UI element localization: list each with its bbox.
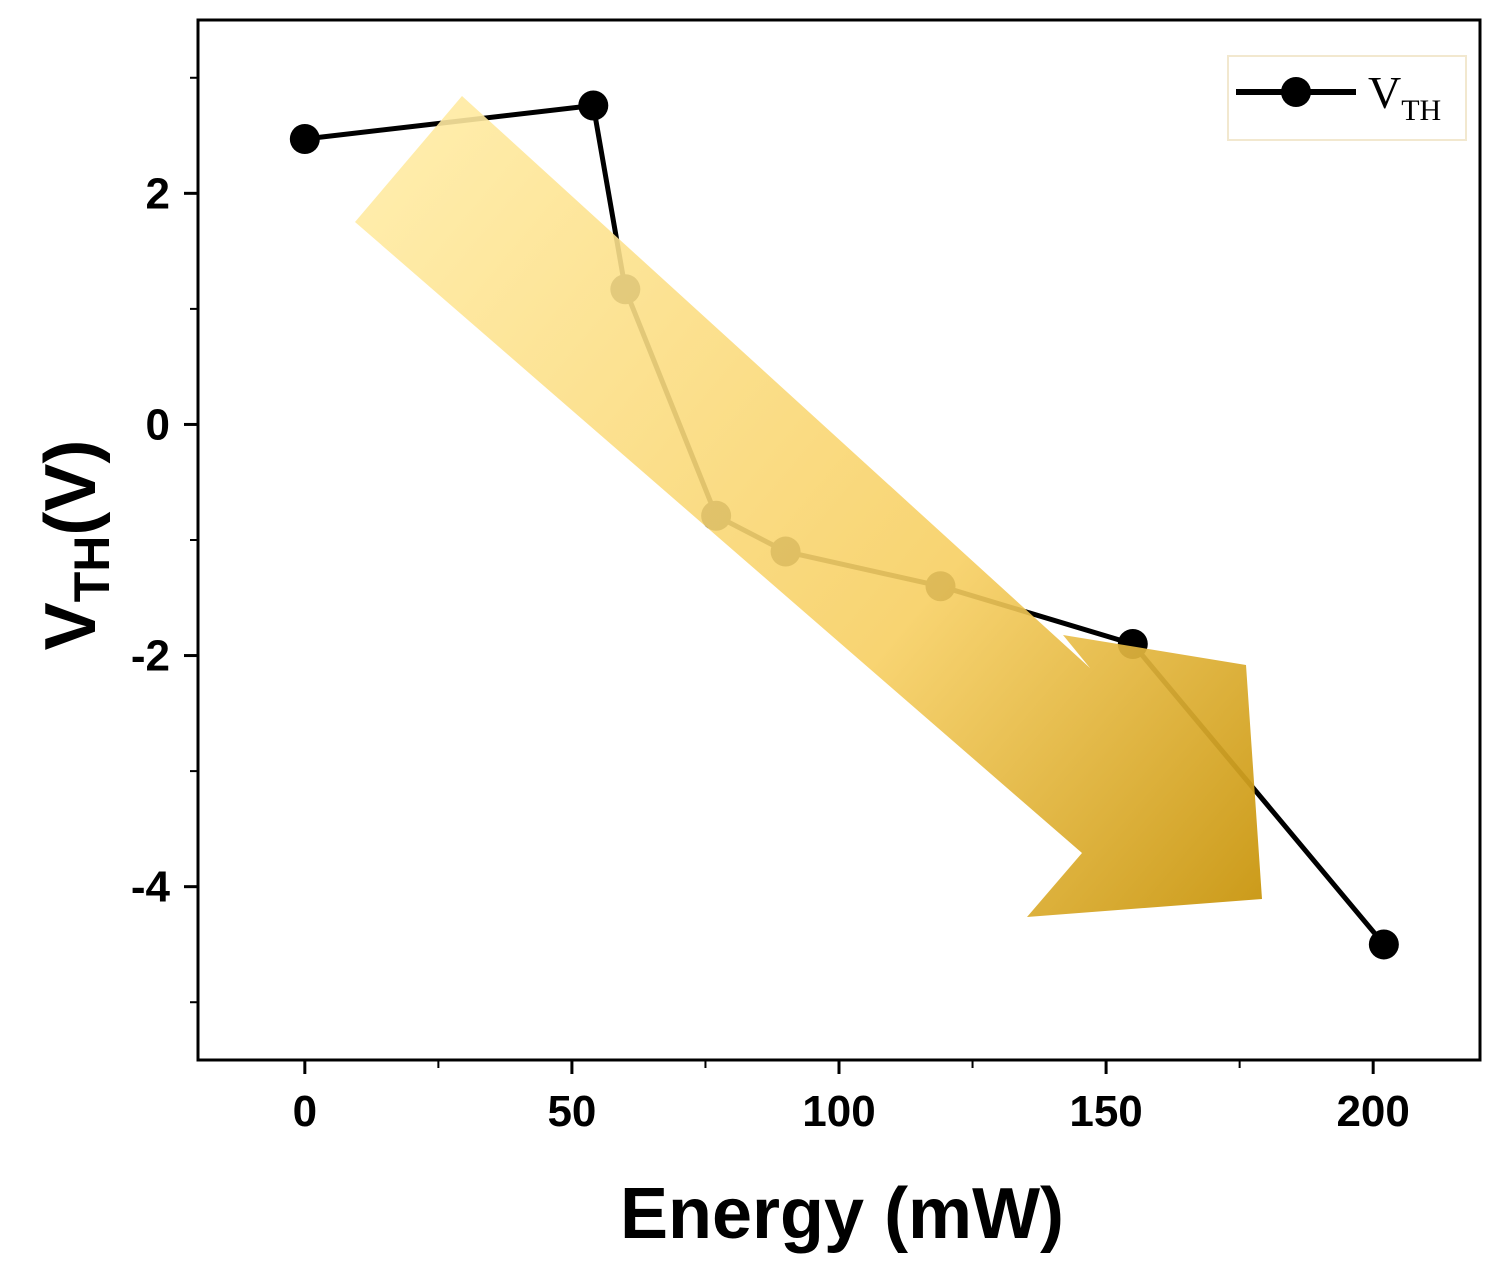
svg-text:VTH(V): VTH(V) bbox=[31, 440, 120, 651]
x-tick-label: 200 bbox=[1336, 1087, 1409, 1136]
x-tick-label: 100 bbox=[802, 1087, 875, 1136]
x-tick-label: 50 bbox=[547, 1087, 596, 1136]
y-axis-title-unit: (V) bbox=[31, 440, 111, 536]
data-point bbox=[578, 90, 609, 121]
y-axis-title: VTH(V) bbox=[31, 440, 120, 651]
legend-marker-icon bbox=[1281, 77, 1311, 107]
y-axis-title-sub: TH bbox=[64, 536, 120, 603]
data-point bbox=[289, 124, 320, 155]
x-tick-label: 150 bbox=[1069, 1087, 1142, 1136]
x-axis-title: Energy (mW) bbox=[620, 1174, 1064, 1254]
legend-box bbox=[1227, 55, 1467, 141]
y-tick-label: 2 bbox=[146, 169, 170, 218]
x-tick-label: 0 bbox=[293, 1087, 317, 1136]
legend: VTH bbox=[1227, 55, 1467, 141]
y-axis-title-main: V bbox=[31, 602, 111, 650]
y-axis: 2 0 -2 -4 bbox=[131, 76, 198, 1004]
legend-label-sub: TH bbox=[1401, 94, 1441, 127]
y-tick-label: -2 bbox=[131, 632, 170, 681]
data-point bbox=[1368, 929, 1399, 960]
svg-text:VTH: VTH bbox=[1368, 67, 1441, 127]
legend-label-main: V bbox=[1368, 67, 1401, 118]
trend-arrow bbox=[355, 96, 1262, 917]
y-tick-label: 0 bbox=[146, 400, 170, 449]
y-tick-label: -4 bbox=[131, 863, 171, 912]
x-axis: 0 50 100 150 200 bbox=[293, 1060, 1410, 1136]
